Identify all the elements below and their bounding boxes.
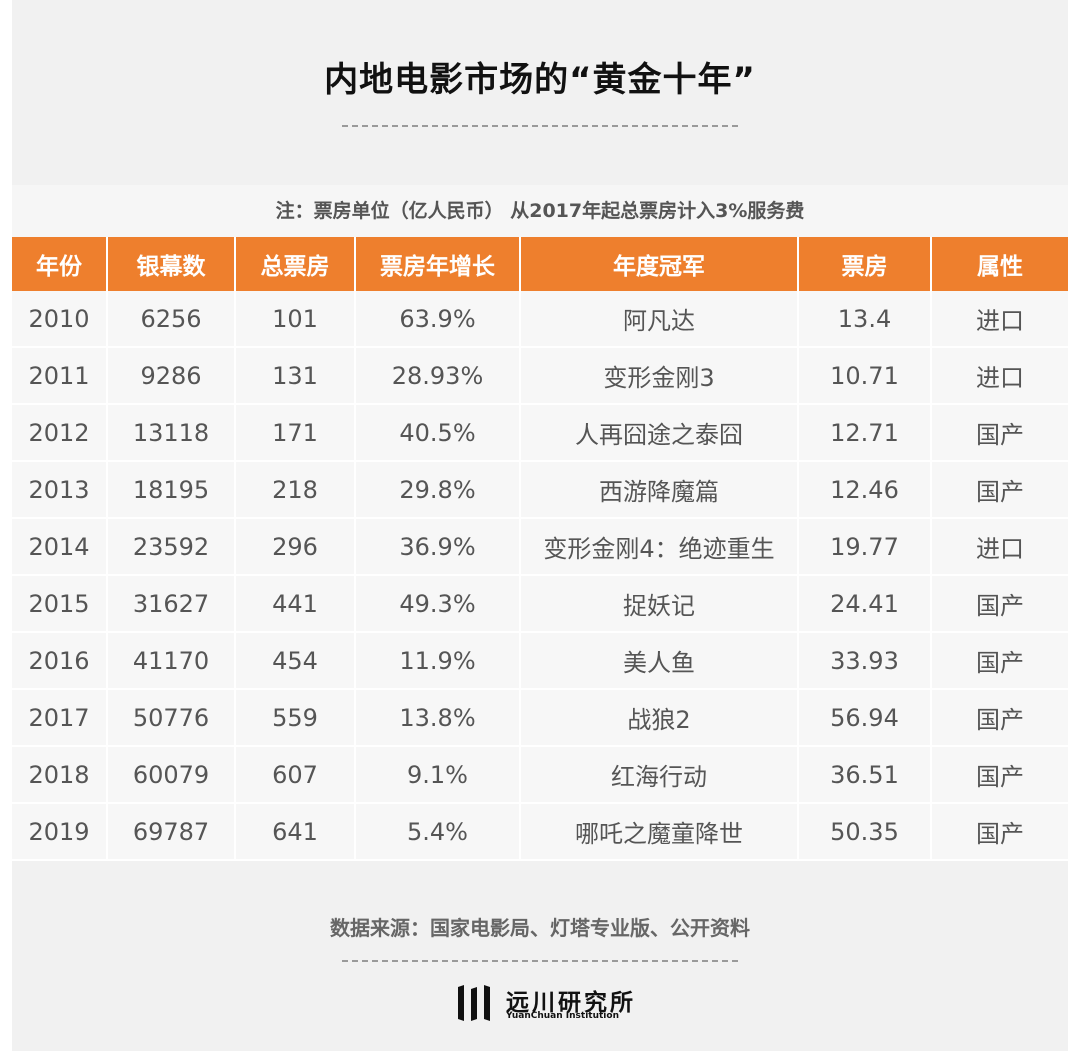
cell-origin: 进口 [931, 347, 1068, 405]
cell-champion-box-office: 19.77 [798, 518, 932, 576]
cell-growth: 63.9% [355, 291, 521, 348]
cell-screens: 18195 [107, 461, 236, 519]
cell-origin: 进口 [931, 518, 1068, 576]
cell-champion: 战狼2 [520, 689, 799, 747]
header-year: 年份 [12, 237, 108, 291]
table-row: 2012 13118 171 40.5% 人再囧途之泰囧 12.71 国产 [12, 404, 1068, 462]
cell-growth: 13.8% [355, 689, 521, 747]
cell-year: 2014 [12, 518, 108, 576]
cell-total-box-office: 641 [235, 803, 356, 861]
cell-champion: 变形金刚3 [520, 347, 799, 405]
cell-growth: 5.4% [355, 803, 521, 861]
cell-origin: 国产 [931, 689, 1068, 747]
cell-total-box-office: 131 [235, 347, 356, 405]
cell-total-box-office: 296 [235, 518, 356, 576]
footer-divider [342, 960, 738, 962]
header-total-box-office: 总票房 [235, 237, 356, 291]
cell-growth: 11.9% [355, 632, 521, 690]
cell-growth: 9.1% [355, 746, 521, 804]
cell-growth: 40.5% [355, 404, 521, 462]
table-row: 2014 23592 296 36.9% 变形金刚4：绝迹重生 19.77 进口 [12, 518, 1068, 576]
cell-champion-box-office: 13.4 [798, 291, 932, 348]
cell-growth: 28.93% [355, 347, 521, 405]
cell-total-box-office: 218 [235, 461, 356, 519]
cell-champion-box-office: 24.41 [798, 575, 932, 633]
unit-note: 注：票房单位（亿人民币） 从2017年起总票房计入3%服务费 [12, 185, 1068, 237]
table-row: 2010 6256 101 63.9% 阿凡达 13.4 进口 [12, 291, 1068, 348]
brand-logo: 远川研究所 YuanChuan Institution [456, 983, 636, 1027]
cell-champion-box-office: 36.51 [798, 746, 932, 804]
cell-screens: 6256 [107, 291, 236, 348]
cell-year: 2019 [12, 803, 108, 861]
cell-year: 2011 [12, 347, 108, 405]
cell-champion-box-office: 10.71 [798, 347, 932, 405]
table-row: 2016 41170 454 11.9% 美人鱼 33.93 国产 [12, 632, 1068, 690]
logo-mark-icon [458, 985, 490, 1021]
cell-champion-box-office: 50.35 [798, 803, 932, 861]
table-row: 2013 18195 218 29.8% 西游降魔篇 12.46 国产 [12, 461, 1068, 519]
cell-year: 2017 [12, 689, 108, 747]
cell-total-box-office: 559 [235, 689, 356, 747]
cell-champion: 捉妖记 [520, 575, 799, 633]
cell-growth: 36.9% [355, 518, 521, 576]
header-growth: 票房年增长 [355, 237, 521, 291]
cell-origin: 国产 [931, 575, 1068, 633]
cell-screens: 60079 [107, 746, 236, 804]
data-source: 数据来源：国家电影局、灯塔专业版、公开资料 [330, 916, 750, 940]
cell-year: 2018 [12, 746, 108, 804]
cell-champion: 美人鱼 [520, 632, 799, 690]
cell-total-box-office: 454 [235, 632, 356, 690]
header-origin: 属性 [931, 237, 1068, 291]
cell-champion: 变形金刚4：绝迹重生 [520, 518, 799, 576]
cell-screens: 69787 [107, 803, 236, 861]
cell-total-box-office: 441 [235, 575, 356, 633]
header-champion: 年度冠军 [520, 237, 799, 291]
cell-year: 2010 [12, 291, 108, 348]
table-row: 2018 60079 607 9.1% 红海行动 36.51 国产 [12, 746, 1068, 804]
cell-champion: 人再囧途之泰囧 [520, 404, 799, 462]
cell-screens: 9286 [107, 347, 236, 405]
cell-origin: 国产 [931, 803, 1068, 861]
cell-champion: 红海行动 [520, 746, 799, 804]
table-row: 2017 50776 559 13.8% 战狼2 56.94 国产 [12, 689, 1068, 747]
cell-champion: 西游降魔篇 [520, 461, 799, 519]
cell-champion-box-office: 12.46 [798, 461, 932, 519]
cell-champion-box-office: 33.93 [798, 632, 932, 690]
cell-year: 2016 [12, 632, 108, 690]
cell-year: 2012 [12, 404, 108, 462]
cell-origin: 国产 [931, 632, 1068, 690]
cell-total-box-office: 607 [235, 746, 356, 804]
cell-year: 2015 [12, 575, 108, 633]
cell-screens: 13118 [107, 404, 236, 462]
cell-origin: 国产 [931, 746, 1068, 804]
cell-origin: 国产 [931, 461, 1068, 519]
cell-year: 2013 [12, 461, 108, 519]
cell-total-box-office: 101 [235, 291, 356, 348]
cell-champion: 阿凡达 [520, 291, 799, 348]
header-champion-box-office: 票房 [798, 237, 932, 291]
cell-total-box-office: 171 [235, 404, 356, 462]
table-row: 2015 31627 441 49.3% 捉妖记 24.41 国产 [12, 575, 1068, 633]
cell-growth: 29.8% [355, 461, 521, 519]
title-divider [342, 125, 738, 127]
page-title: 内地电影市场的“黄金十年” [324, 60, 756, 100]
table-row: 2011 9286 131 28.93% 变形金刚3 10.71 进口 [12, 347, 1068, 405]
cell-origin: 进口 [931, 291, 1068, 348]
table-header-row: 年份 银幕数 总票房 票房年增长 年度冠军 票房 属性 [12, 237, 1068, 291]
cell-champion: 哪吒之魔童降世 [520, 803, 799, 861]
logo-name-en: YuanChuan Institution [506, 1011, 619, 1021]
cell-origin: 国产 [931, 404, 1068, 462]
box-office-table: 年份 银幕数 总票房 票房年增长 年度冠军 票房 属性 2010 6256 10… [12, 237, 1068, 861]
cell-screens: 31627 [107, 575, 236, 633]
cell-champion-box-office: 56.94 [798, 689, 932, 747]
cell-growth: 49.3% [355, 575, 521, 633]
cell-screens: 23592 [107, 518, 236, 576]
cell-screens: 50776 [107, 689, 236, 747]
header-screens: 银幕数 [107, 237, 236, 291]
cell-screens: 41170 [107, 632, 236, 690]
cell-champion-box-office: 12.71 [798, 404, 932, 462]
logo-name-cn: 远川研究所 [506, 990, 636, 1016]
table-row: 2019 69787 641 5.4% 哪吒之魔童降世 50.35 国产 [12, 803, 1068, 861]
